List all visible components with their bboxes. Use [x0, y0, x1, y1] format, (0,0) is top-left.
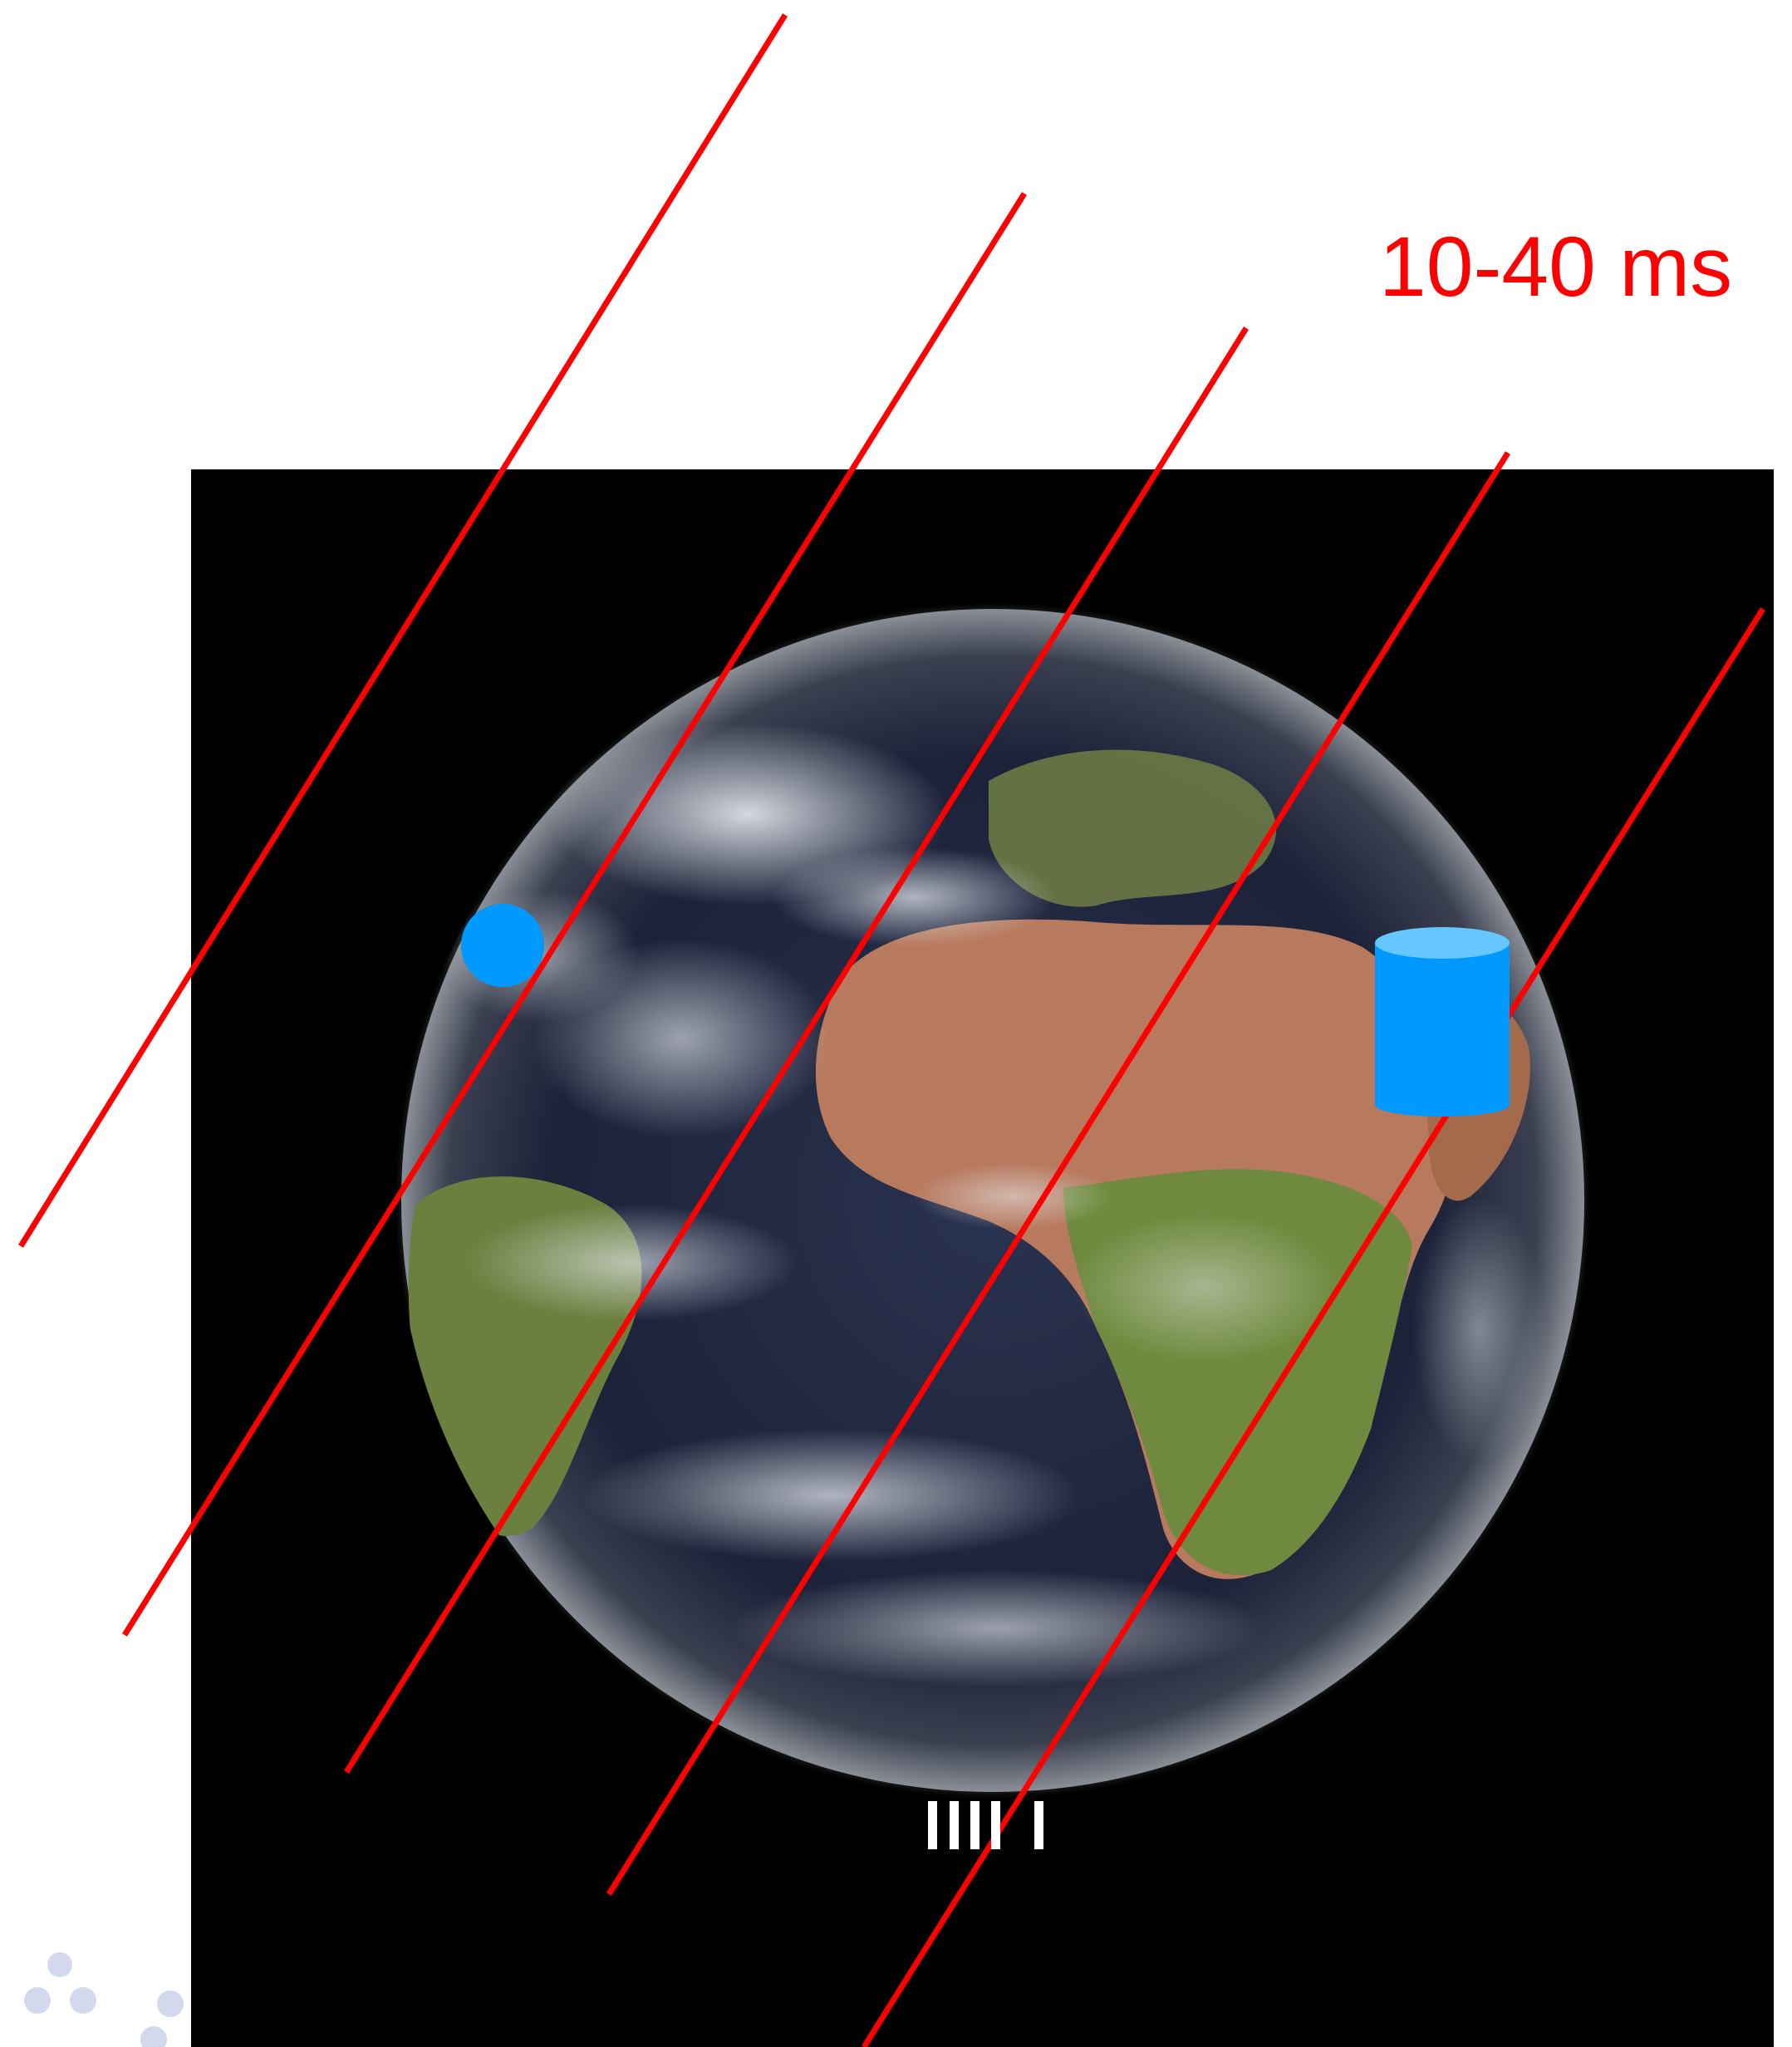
dot-cluster-logo-icon — [24, 1952, 184, 2047]
light-ray-1 — [18, 13, 788, 1248]
light-rays — [18, 13, 1765, 2047]
light-ray-3 — [344, 326, 1249, 1774]
light-ray-5 — [862, 607, 1765, 2047]
light-ray-2 — [122, 192, 1027, 1637]
circle-marker-icon — [461, 904, 544, 987]
earth-globe — [393, 601, 1593, 1800]
bar-stack-icon — [928, 1801, 1043, 1849]
europe-landmass — [989, 749, 1277, 907]
latency-label: 10-40 ms — [1379, 219, 1733, 314]
database-cylinder-icon — [1375, 927, 1510, 1117]
light-ray-4 — [606, 451, 1510, 1896]
